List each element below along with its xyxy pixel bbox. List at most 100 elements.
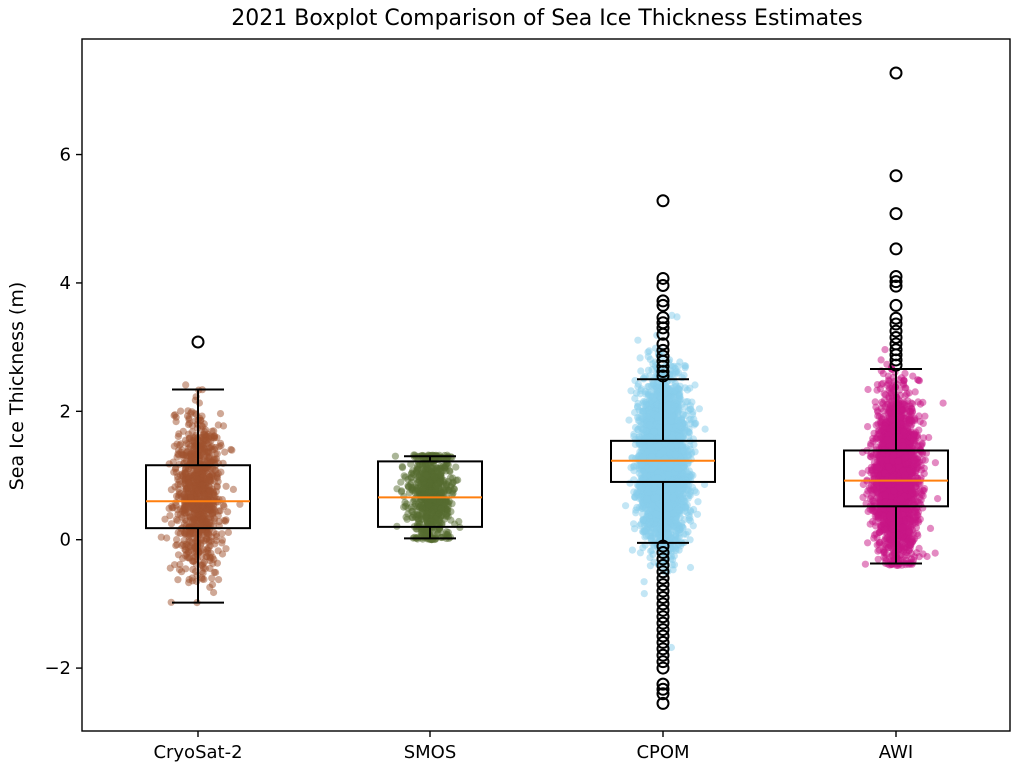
data-point (175, 566, 184, 574)
data-point (189, 446, 198, 454)
data-point (200, 575, 208, 584)
data-point (209, 465, 217, 473)
data-point (175, 430, 183, 438)
data-point (412, 487, 420, 495)
data-point (214, 421, 222, 429)
data-point (627, 387, 635, 395)
data-point (418, 492, 426, 500)
data-point (218, 530, 226, 538)
data-point (644, 366, 653, 374)
data-point (446, 533, 454, 541)
data-point (193, 475, 201, 483)
data-point (407, 470, 415, 478)
data-point (189, 565, 197, 574)
data-point (684, 492, 692, 500)
data-point (222, 545, 230, 553)
data-point (190, 515, 198, 523)
data-point (407, 503, 415, 511)
data-point (188, 501, 196, 509)
data-point (686, 563, 695, 572)
data-point (200, 430, 208, 438)
data-point (208, 581, 217, 589)
data-point (686, 384, 694, 392)
data-point (398, 487, 406, 495)
data-point (177, 440, 185, 448)
data-point (221, 448, 229, 456)
data-point (428, 508, 436, 516)
data-point (446, 474, 455, 482)
data-point (224, 508, 232, 516)
data-point (684, 528, 692, 536)
data-point (211, 450, 219, 458)
data-point (213, 434, 221, 442)
data-point (185, 430, 193, 438)
data-point (646, 562, 655, 570)
data-point (420, 477, 428, 485)
data-point (403, 515, 411, 523)
data-point (645, 347, 653, 355)
data-point (182, 565, 190, 573)
data-point (630, 488, 638, 496)
data-point (397, 478, 405, 486)
data-point (192, 505, 200, 513)
scatter-points-cryosat-2 (157, 381, 244, 607)
data-point (636, 549, 645, 557)
data-point (695, 405, 704, 413)
data-point (205, 454, 213, 462)
data-point (207, 549, 215, 557)
data-point (195, 399, 203, 407)
data-point (183, 554, 192, 562)
data-point (646, 554, 654, 562)
data-point (210, 588, 218, 597)
data-point (218, 536, 226, 544)
data-point (672, 531, 680, 539)
data-point (172, 418, 180, 426)
data-point (180, 454, 188, 462)
data-point (418, 509, 426, 517)
data-point (206, 487, 214, 495)
data-point (208, 574, 216, 582)
data-point (163, 534, 171, 542)
data-point (212, 536, 220, 545)
data-point (210, 528, 218, 537)
data-point (690, 505, 698, 514)
data-point (172, 499, 180, 507)
data-point (194, 486, 202, 494)
data-point (437, 505, 446, 513)
data-point (173, 536, 181, 544)
data-point (631, 493, 639, 501)
data-point (213, 482, 221, 490)
data-point (222, 482, 230, 490)
data-point (187, 494, 195, 502)
data-point (432, 515, 440, 523)
data-point (207, 437, 215, 445)
data-point (628, 546, 637, 554)
data-point (639, 374, 648, 382)
data-point (414, 515, 422, 523)
data-point (171, 483, 179, 491)
data-point (212, 568, 220, 577)
data-point (189, 437, 197, 445)
data-point (400, 472, 408, 480)
data-point (391, 452, 399, 460)
data-point (398, 464, 407, 472)
data-point (637, 367, 645, 375)
data-point (436, 478, 444, 486)
data-point (631, 525, 639, 533)
data-point (184, 407, 192, 415)
data-point (680, 403, 689, 411)
data-point (188, 577, 197, 585)
chart-title: 2021 Boxplot Comparison of Sea Ice Thick… (231, 6, 862, 31)
data-point (400, 503, 408, 511)
data-point (236, 500, 244, 508)
data-point (218, 550, 227, 558)
data-point (182, 381, 190, 389)
data-point (176, 477, 184, 485)
data-point (177, 407, 185, 415)
data-point (437, 471, 445, 479)
data-point (448, 500, 456, 508)
data-point (189, 530, 197, 538)
data-point (455, 517, 463, 526)
data-point (184, 543, 192, 552)
data-point (449, 489, 457, 497)
